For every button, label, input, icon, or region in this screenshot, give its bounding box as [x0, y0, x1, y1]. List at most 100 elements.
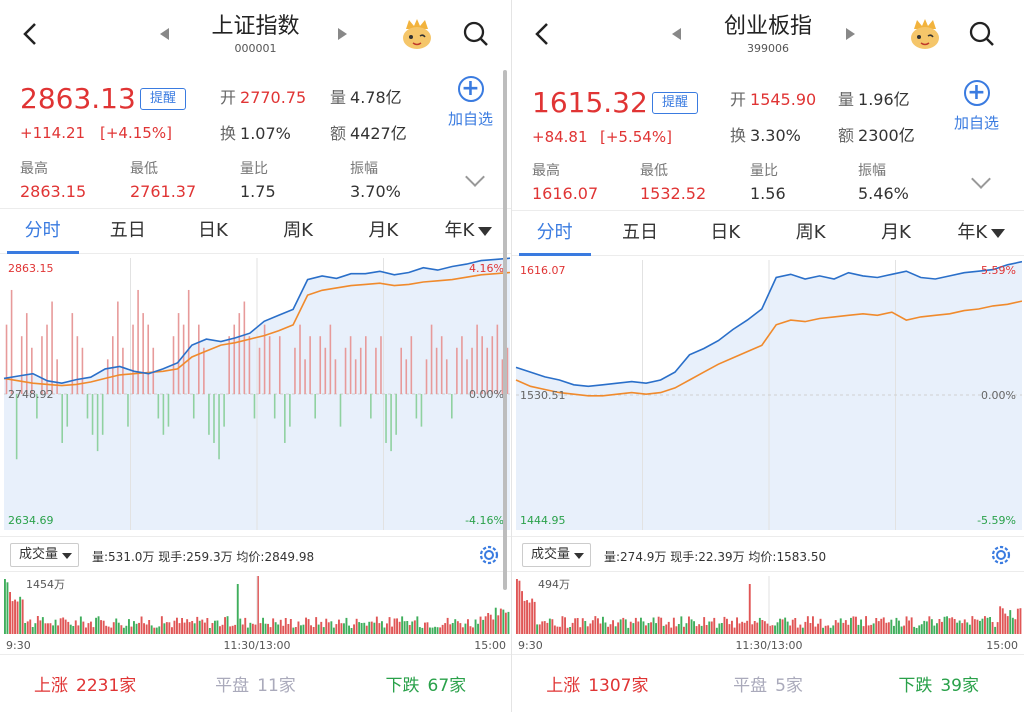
volume-bar	[345, 617, 348, 634]
tab-daily-k[interactable]: 日K	[710, 222, 741, 243]
volume-bar	[690, 619, 693, 634]
volume-chart[interactable]: 1454万 9:30 11:30/13:00 15:00	[0, 572, 510, 654]
add-watchlist-button[interactable]: + 加自选	[954, 80, 1000, 132]
indicator-select[interactable]: 成交量	[522, 543, 592, 567]
volume-bar	[102, 620, 105, 634]
mascot-icon[interactable]	[908, 17, 942, 51]
volume-info: 量:274.9万 现手:22.39万 均价:1583.50	[604, 550, 827, 564]
back-icon[interactable]	[530, 20, 556, 48]
tab-five-day[interactable]: 五日	[109, 220, 146, 241]
change-percent: [+4.15%]	[100, 124, 172, 142]
volume-bar	[254, 624, 257, 634]
volume-bar	[444, 623, 447, 634]
volume-bar	[518, 580, 521, 634]
volume-bar	[963, 619, 966, 634]
back-icon[interactable]	[18, 20, 44, 48]
volume-bar	[827, 625, 830, 634]
top-bar: 上证指数 000001	[0, 0, 511, 66]
tab-weekly-k[interactable]: 周K	[283, 220, 313, 241]
search-icon[interactable]	[968, 20, 996, 48]
alert-button[interactable]: 提醒	[140, 88, 186, 110]
top-bar: 创业板指 399006	[512, 0, 1024, 66]
volume-bar	[708, 621, 711, 634]
intraday-chart[interactable]: 2863.15 2748.92 2634.69 4.16% 0.00% -4.16%	[0, 254, 510, 536]
volume-bar	[59, 618, 62, 634]
volume-bar	[569, 627, 571, 634]
prev-index-icon[interactable]	[160, 28, 169, 40]
advancers: 上涨 1307家	[546, 676, 649, 696]
search-icon[interactable]	[462, 20, 490, 48]
volume-bar	[229, 626, 232, 634]
volume-bar	[92, 627, 95, 634]
volume-bar	[799, 624, 802, 634]
volume-bar	[566, 627, 569, 634]
volume-bar	[660, 617, 663, 634]
volume-bar	[951, 617, 954, 634]
add-watchlist-button[interactable]: + 加自选	[448, 76, 494, 128]
volume-bar	[614, 626, 617, 634]
volume-bar	[398, 621, 401, 634]
expand-chevron-icon[interactable]	[465, 167, 485, 187]
volume-bar	[870, 624, 873, 634]
tab-five-day[interactable]: 五日	[621, 222, 658, 243]
volume-bar	[607, 626, 609, 634]
gear-icon[interactable]	[988, 542, 1014, 568]
volume-bar	[239, 618, 242, 634]
intraday-chart[interactable]: 1616.07 1530.51 1444.95 5.59% 0.00% -5.59%	[512, 256, 1022, 536]
volume-bar	[806, 616, 809, 634]
volume-bar	[743, 622, 746, 634]
volume-bar	[986, 617, 989, 634]
unchanged: 平盘 11家	[215, 676, 296, 696]
volume-bar	[574, 618, 577, 634]
volume-bar	[781, 619, 784, 634]
pct-label-high: 4.16%	[469, 262, 504, 275]
next-index-icon[interactable]	[846, 28, 855, 40]
volume-bar	[34, 623, 37, 634]
volume-bar	[251, 623, 254, 634]
tab-monthly-k[interactable]: 月K	[881, 222, 911, 243]
pct-label-low: -5.59%	[977, 514, 1016, 527]
volume-chart[interactable]: 494万 9:30 11:30/13:00 15:00	[512, 572, 1022, 654]
alert-button[interactable]: 提醒	[652, 92, 698, 114]
expand-chevron-icon[interactable]	[971, 169, 991, 189]
volume-bar	[968, 624, 971, 634]
volume-bar	[459, 623, 462, 634]
volume-bar	[665, 624, 668, 635]
volume-bar	[234, 624, 237, 634]
tab-monthly-k[interactable]: 月K	[368, 220, 399, 241]
tab-yearly-k[interactable]: 年K	[939, 211, 1024, 255]
mascot-icon[interactable]	[400, 17, 434, 51]
prev-index-icon[interactable]	[672, 28, 681, 40]
volume-bar	[893, 625, 895, 634]
tab-weekly-k[interactable]: 周K	[795, 222, 826, 243]
volume-bar	[903, 625, 905, 634]
volume-bar	[388, 617, 391, 634]
volume-bar	[738, 623, 741, 634]
indicator-select[interactable]: 成交量	[10, 543, 80, 567]
tab-intraday[interactable]: 分时	[0, 209, 85, 254]
volume-bar	[307, 619, 310, 634]
tab-yearly-k[interactable]: 年K	[426, 209, 511, 253]
turnover-field: 换 1.07%	[220, 124, 291, 143]
volume-bar	[378, 623, 381, 634]
gear-icon[interactable]	[476, 542, 502, 568]
volume-bar	[769, 625, 771, 634]
volume-bar	[446, 617, 449, 634]
volume-bar	[741, 621, 744, 634]
volume-bar	[930, 619, 933, 634]
volume-bar	[748, 584, 751, 634]
volume-bar	[62, 617, 65, 634]
volume-field: 量 4.78亿	[330, 88, 402, 107]
volume-bar	[784, 617, 787, 634]
volume-bar	[918, 625, 921, 634]
volume-bar	[373, 622, 376, 634]
scrollbar[interactable]	[503, 70, 507, 590]
tab-intraday[interactable]: 分时	[512, 211, 597, 256]
next-index-icon[interactable]	[338, 28, 347, 40]
volume-bar	[219, 626, 221, 634]
volume-bar	[317, 624, 320, 634]
unchanged: 平盘 5家	[733, 676, 803, 696]
tab-daily-k[interactable]: 日K	[198, 220, 228, 241]
volume-bar	[264, 623, 267, 634]
volume-bar	[479, 616, 482, 634]
